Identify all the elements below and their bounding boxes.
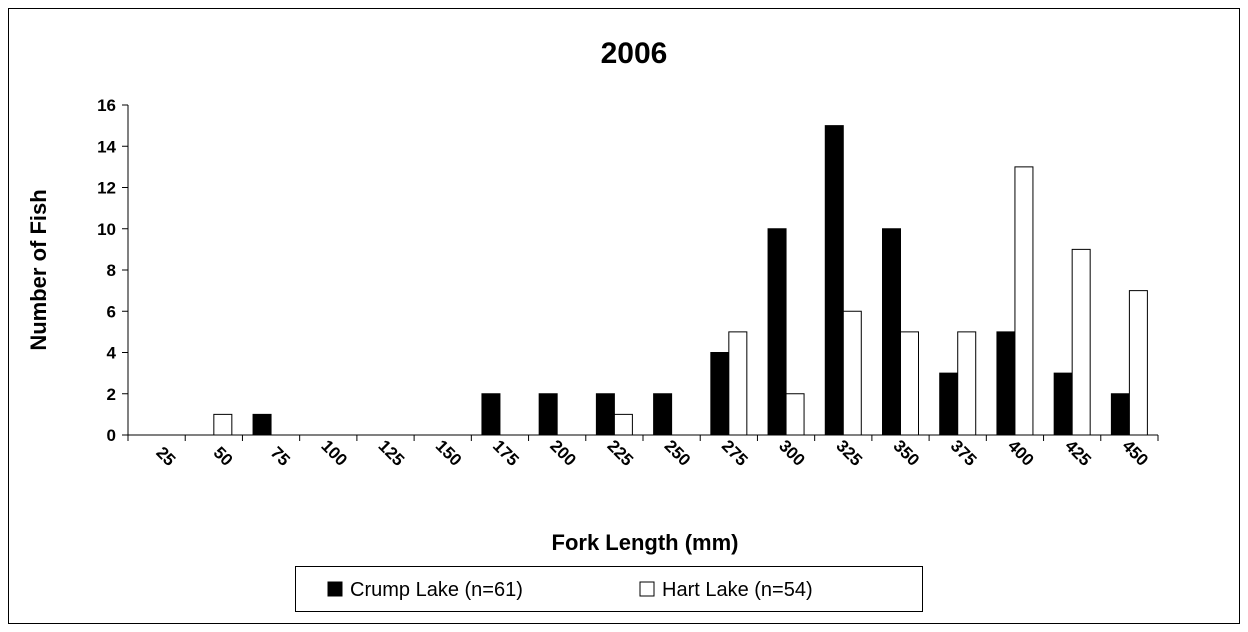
bar bbox=[882, 228, 901, 436]
bar bbox=[595, 393, 615, 436]
y-tick-label: 8 bbox=[107, 261, 116, 280]
bar bbox=[481, 393, 501, 436]
bar bbox=[957, 331, 977, 436]
y-tick-label: 10 bbox=[97, 220, 116, 239]
bar bbox=[824, 125, 844, 436]
chart-border bbox=[8, 8, 1240, 624]
bar bbox=[213, 413, 233, 436]
bar bbox=[1071, 248, 1091, 436]
bar bbox=[613, 413, 633, 436]
legend-label: Hart Lake (n=54) bbox=[662, 579, 813, 601]
bar bbox=[939, 372, 959, 436]
bar bbox=[1128, 290, 1148, 436]
bar bbox=[1014, 166, 1034, 436]
y-axis-label: Number of Fish bbox=[26, 189, 51, 350]
bar bbox=[653, 393, 673, 436]
y-tick-label: 16 bbox=[97, 96, 116, 115]
bar bbox=[996, 331, 1016, 436]
y-tick-label: 6 bbox=[107, 302, 116, 321]
bar bbox=[252, 413, 272, 436]
bar bbox=[710, 352, 730, 436]
chart-title: 2006 bbox=[601, 37, 668, 70]
legend-label: Crump Lake (n=61) bbox=[350, 579, 523, 601]
bar bbox=[728, 331, 748, 436]
bar bbox=[767, 228, 787, 436]
x-axis-label: Fork Length (mm) bbox=[552, 530, 739, 555]
legend-swatch bbox=[639, 581, 655, 597]
bar bbox=[785, 393, 805, 436]
bar bbox=[538, 393, 558, 436]
legend-box bbox=[295, 566, 923, 612]
y-tick-label: 12 bbox=[97, 179, 116, 198]
bar bbox=[842, 310, 862, 436]
legend-swatch bbox=[327, 581, 343, 597]
bar bbox=[1053, 372, 1073, 436]
y-tick-label: 4 bbox=[107, 344, 117, 363]
y-tick-label: 2 bbox=[107, 385, 116, 404]
y-tick-label: 14 bbox=[97, 137, 116, 156]
bar bbox=[900, 331, 919, 436]
bar bbox=[1110, 393, 1130, 436]
y-tick-label: 0 bbox=[107, 426, 116, 445]
